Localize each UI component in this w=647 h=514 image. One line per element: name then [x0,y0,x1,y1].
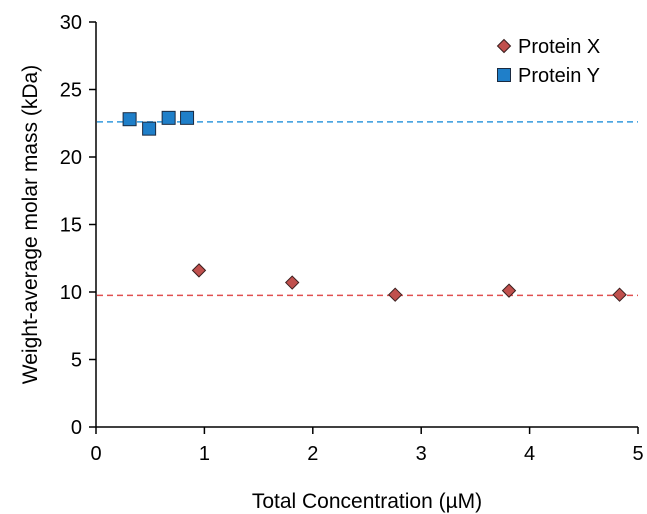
data-point [122,112,137,127]
data-points [122,110,627,302]
x-tick-label: 3 [416,443,427,465]
y-tick-label: 15 [60,215,82,237]
axes: 0 5 10 15 20 25 30 0 1 2 3 4 5 [60,12,644,465]
legend-marker [497,68,511,82]
x-tick-label: 2 [307,443,318,465]
y-tick-label: 0 [71,417,82,439]
x-tick-label: 4 [524,443,535,465]
data-point [387,287,403,302]
x-tick-label: 5 [632,443,643,465]
y-tick-label: 30 [60,12,82,34]
y-axis-ticks: 0 5 10 15 20 25 30 [60,12,96,439]
data-point [180,110,195,125]
legend-label: Protein Y [518,65,600,87]
legend: Protein X Protein Y [496,36,600,87]
data-point [191,263,207,278]
data-point [612,287,627,302]
data-point [161,110,176,125]
data-point [284,275,300,290]
data-point [142,121,157,136]
y-axis-title: Weight-average molar mass (kDa) [19,65,42,384]
data-point [501,283,517,298]
x-axis-ticks: 0 1 2 3 4 5 [90,427,644,465]
legend-label: Protein X [518,36,600,58]
y-tick-label: 20 [60,147,82,169]
x-tick-label: 1 [199,443,210,465]
reference-lines [97,121,638,297]
y-tick-label: 10 [60,282,82,304]
y-tick-label: 5 [71,350,82,372]
x-axis-title: Total Concentration (µM) [252,490,482,513]
y-tick-label: 25 [60,80,82,102]
legend-marker [496,38,512,54]
x-tick-label: 0 [90,443,101,465]
